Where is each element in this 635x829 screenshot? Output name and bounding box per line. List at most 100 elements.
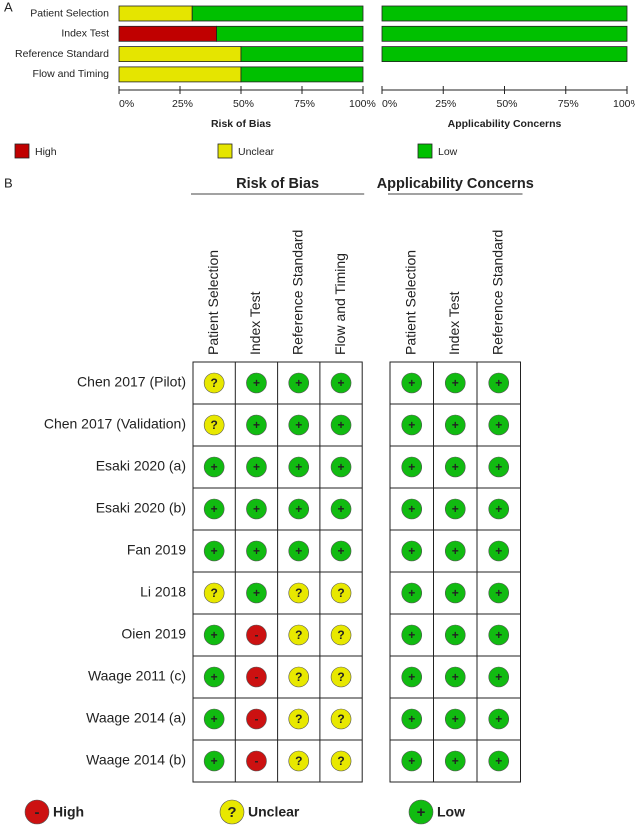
judgment-symbol: +	[495, 670, 502, 684]
judgment-circle	[203, 750, 225, 772]
legend-label: High	[35, 146, 57, 158]
judgment-symbol: +	[338, 460, 345, 474]
study-label: Chen 2017 (Pilot)	[77, 374, 186, 390]
judgment-symbol: +	[408, 712, 415, 726]
column-header: Reference Standard	[289, 230, 305, 355]
judgment-circle	[444, 414, 466, 436]
judgment-circle	[203, 624, 225, 646]
judgment-symbol: ?	[295, 712, 302, 726]
judgment-symbol: ?	[337, 586, 344, 600]
judgment-symbol: +	[408, 754, 415, 768]
judgment-symbol: +	[495, 712, 502, 726]
judgment-symbol: +	[452, 502, 459, 516]
judgment-circle	[330, 624, 352, 646]
judgment-circle	[246, 582, 267, 604]
legend-swatch	[417, 143, 433, 159]
x-axis-label: Applicability Concerns	[448, 118, 562, 130]
legend-symbol: -	[35, 804, 40, 821]
judgment-circle	[444, 708, 466, 730]
judgment-symbol: +	[253, 544, 260, 558]
judgment-symbol: +	[211, 670, 218, 684]
judgment-circle	[401, 708, 423, 730]
study-label: Fan 2019	[127, 542, 186, 558]
judgment-symbol: +	[495, 586, 502, 600]
judgment-symbol: +	[452, 376, 459, 390]
judgment-symbol: +	[495, 502, 502, 516]
judgment-circle	[401, 414, 423, 436]
study-label: Chen 2017 (Validation)	[44, 416, 186, 432]
judgment-symbol: +	[295, 502, 302, 516]
judgment-symbol: +	[253, 586, 260, 600]
judgment-symbol: +	[495, 418, 502, 432]
judgment-symbol: +	[295, 418, 302, 432]
column-header: Patient Selection	[205, 250, 221, 355]
judgment-circle	[488, 372, 510, 394]
judgment-symbol: +	[211, 544, 218, 558]
judgment-circle	[288, 414, 310, 436]
category-label: Reference Standard	[15, 48, 109, 60]
x-tick-label: 0%	[382, 98, 397, 110]
judgment-circle	[330, 750, 352, 772]
judgment-symbol: ?	[210, 376, 217, 390]
judgment-symbol: +	[408, 670, 415, 684]
judgment-symbol: +	[408, 544, 415, 558]
judgment-symbol: ?	[210, 586, 217, 600]
judgment-symbol: +	[408, 502, 415, 516]
judgment-circle	[401, 498, 423, 520]
judgment-symbol: +	[295, 460, 302, 474]
x-tick-label: 100%	[613, 98, 635, 110]
judgment-symbol: +	[253, 376, 260, 390]
judgment-symbol: +	[452, 628, 459, 642]
legend-label: High	[53, 804, 84, 820]
judgment-symbol: +	[211, 502, 218, 516]
judgment-symbol: ?	[295, 670, 302, 684]
bar-segment	[240, 66, 364, 83]
judgment-circle	[444, 582, 466, 604]
group-title: Risk of Bias	[236, 176, 319, 192]
judgment-circle	[401, 582, 423, 604]
judgment-circle	[330, 414, 352, 436]
judgment-symbol: +	[408, 586, 415, 600]
judgment-symbol: +	[253, 460, 260, 474]
judgment-symbol: +	[338, 502, 345, 516]
judgment-circle	[330, 456, 352, 478]
category-label: Patient Selection	[30, 7, 109, 19]
column-header: Flow and Timing	[332, 253, 348, 355]
x-tick-label: 0%	[119, 98, 134, 110]
judgment-symbol: +	[495, 376, 502, 390]
judgment-symbol: +	[452, 712, 459, 726]
category-label: Flow and Timing	[33, 68, 110, 80]
x-tick-label: 50%	[233, 98, 254, 110]
legend-circle	[408, 799, 434, 825]
legend-circle	[219, 799, 245, 825]
judgment-symbol: ?	[337, 628, 344, 642]
judgment-circle	[401, 372, 423, 394]
bar-segment	[381, 5, 628, 22]
judgment-symbol: -	[254, 754, 258, 768]
judgment-circle	[488, 582, 510, 604]
judgment-symbol: ?	[337, 754, 344, 768]
bar-segment	[118, 5, 193, 22]
judgment-circle	[288, 750, 310, 772]
judgment-symbol: ?	[295, 586, 302, 600]
judgment-symbol: +	[408, 418, 415, 432]
judgment-circle	[288, 456, 310, 478]
judgment-symbol: +	[495, 544, 502, 558]
legend-symbol: ?	[227, 804, 236, 821]
judgment-circle	[444, 666, 466, 688]
x-tick-label: 75%	[294, 98, 315, 110]
x-tick-label: 25%	[172, 98, 193, 110]
judgment-symbol: +	[211, 712, 218, 726]
judgment-symbol: ?	[337, 712, 344, 726]
study-label: Esaki 2020 (a)	[96, 458, 186, 474]
judgment-circle	[246, 624, 267, 646]
judgment-circle	[203, 582, 225, 604]
judgment-circle	[401, 624, 423, 646]
judgment-circle	[444, 624, 466, 646]
judgment-symbol: ?	[210, 418, 217, 432]
legend-symbol: +	[417, 804, 426, 821]
judgment-circle	[203, 498, 225, 520]
judgment-symbol: +	[452, 418, 459, 432]
judgment-symbol: +	[338, 418, 345, 432]
judgment-circle	[330, 372, 352, 394]
